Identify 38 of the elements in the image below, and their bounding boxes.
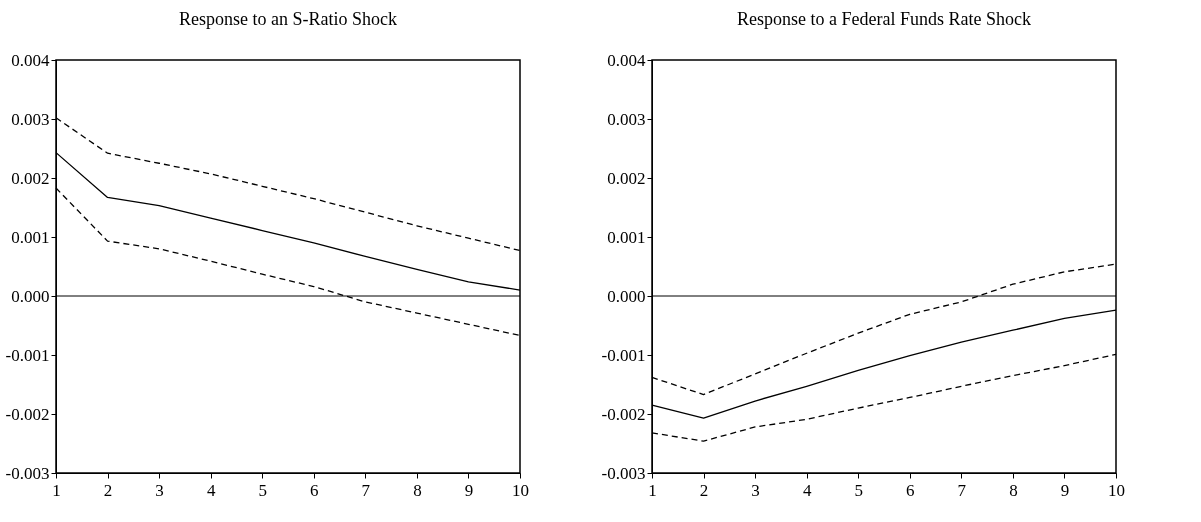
x-tick-label: 6 [310,480,319,500]
y-tick-label: -0.002 [5,404,50,424]
y-tick-label: 0.001 [11,227,50,247]
y-tick-label: 0.001 [607,227,646,247]
chart-title: Response to an S-Ratio Shock [179,9,397,29]
x-tick-label: 1 [648,480,657,500]
x-tick-label: 10 [512,480,529,500]
x-tick-label: 2 [699,480,709,500]
y-tick-label: 0.002 [607,168,646,188]
y-tick-label: -0.002 [601,404,646,424]
x-tick-label: 7 [361,480,371,500]
y-tick-label: 0.004 [607,50,646,70]
x-tick-label: 10 [1108,480,1125,500]
y-tick-label: 0.003 [607,109,646,129]
x-tick-label: 2 [103,480,113,500]
y-tick-label: 0.000 [11,286,50,306]
y-tick-label: -0.003 [5,463,50,483]
y-tick-label: 0.002 [11,168,50,188]
chart-title: Response to a Federal Funds Rate Shock [737,9,1031,29]
y-tick-label: -0.003 [601,463,646,483]
y-tick-label: 0.004 [11,50,50,70]
x-tick-label: 8 [1009,480,1018,500]
y-tick-label: -0.001 [5,345,50,365]
x-tick-label: 9 [464,480,474,500]
x-tick-label: 5 [854,480,863,500]
x-tick-label: 3 [751,480,760,500]
x-tick-label: 8 [413,480,422,500]
y-tick-label: 0.003 [11,109,50,129]
y-tick-label: 0.000 [607,286,646,306]
y-tick-label: -0.001 [601,345,646,365]
x-tick-label: 9 [1060,480,1070,500]
x-tick-label: 7 [957,480,967,500]
x-tick-label: 3 [155,480,164,500]
x-tick-label: 1 [52,480,61,500]
x-tick-label: 4 [206,480,216,500]
x-tick-label: 4 [802,480,812,500]
x-tick-label: 6 [906,480,915,500]
x-tick-label: 5 [258,480,267,500]
